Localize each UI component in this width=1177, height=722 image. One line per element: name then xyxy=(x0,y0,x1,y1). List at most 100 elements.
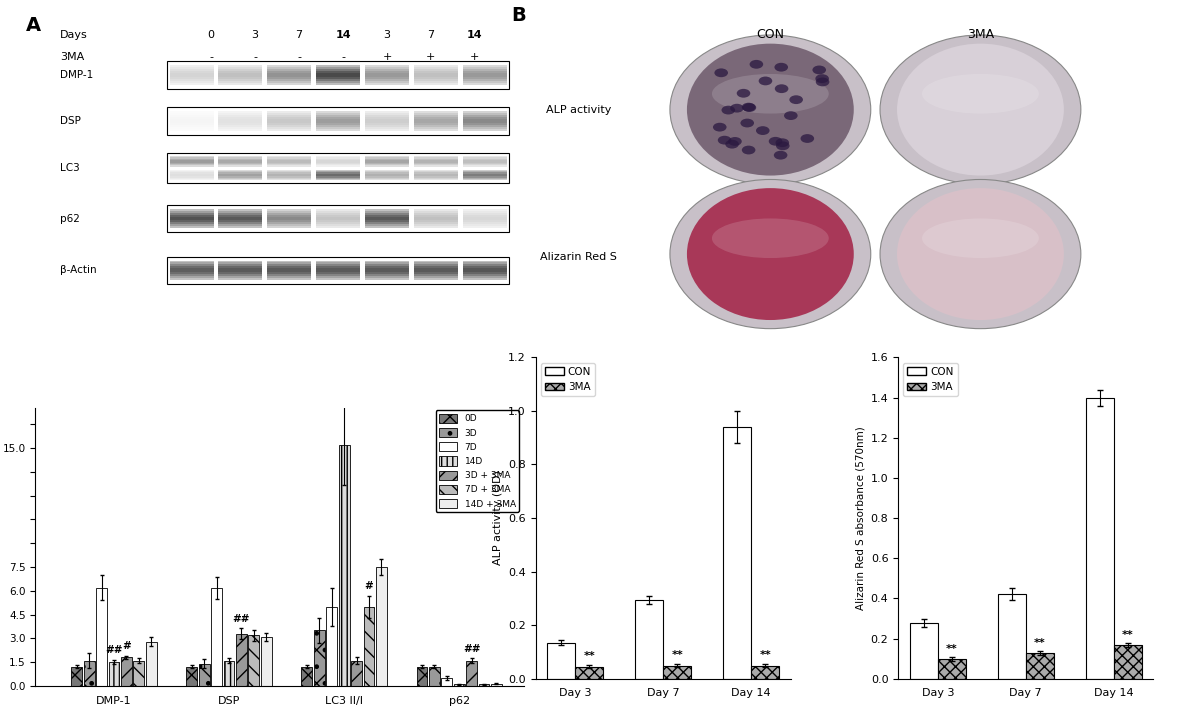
Bar xyxy=(219,263,262,264)
Bar xyxy=(454,684,465,686)
Bar xyxy=(169,125,213,127)
Bar xyxy=(365,161,408,162)
Bar xyxy=(219,157,262,159)
Bar xyxy=(317,277,360,278)
Text: B: B xyxy=(511,6,526,25)
Bar xyxy=(169,129,213,131)
Bar xyxy=(414,278,458,280)
Bar xyxy=(267,211,311,212)
Bar xyxy=(133,661,145,686)
Text: +: + xyxy=(383,52,392,62)
Bar xyxy=(414,67,458,69)
Bar xyxy=(267,121,311,123)
Bar xyxy=(97,588,107,686)
Bar xyxy=(463,277,506,278)
Bar xyxy=(463,113,506,115)
Bar xyxy=(365,274,408,277)
Bar xyxy=(365,179,408,180)
Ellipse shape xyxy=(687,43,853,175)
Bar xyxy=(441,678,452,686)
Bar xyxy=(317,161,360,162)
Bar xyxy=(547,643,576,679)
Bar xyxy=(576,666,604,679)
Text: **: ** xyxy=(671,651,683,661)
Bar xyxy=(365,77,408,79)
Bar xyxy=(219,212,262,214)
Bar xyxy=(317,264,360,266)
Bar xyxy=(463,83,506,85)
Bar xyxy=(414,170,458,171)
Text: p62: p62 xyxy=(60,214,80,224)
Bar xyxy=(317,115,360,117)
Bar xyxy=(414,159,458,160)
Bar xyxy=(219,129,262,131)
Bar xyxy=(463,161,506,162)
Bar xyxy=(169,81,213,83)
Bar xyxy=(267,272,311,274)
Bar xyxy=(365,73,408,75)
Bar xyxy=(219,123,262,125)
Bar xyxy=(211,588,222,686)
Bar xyxy=(365,173,408,174)
Legend: 0D, 3D, 7D, 14D, 3D + 3MA, 7D + 3MA, 14D + 3MA: 0D, 3D, 7D, 14D, 3D + 3MA, 7D + 3MA, 14D… xyxy=(435,410,519,512)
Bar xyxy=(267,156,311,157)
Bar xyxy=(365,79,408,81)
Bar xyxy=(317,178,360,179)
Bar xyxy=(169,127,213,129)
Bar xyxy=(72,667,82,686)
Ellipse shape xyxy=(725,140,739,149)
Bar xyxy=(167,61,510,89)
Bar xyxy=(219,69,262,71)
Bar xyxy=(267,170,311,171)
Bar xyxy=(365,111,408,113)
Ellipse shape xyxy=(773,151,787,160)
Bar xyxy=(414,75,458,77)
Ellipse shape xyxy=(742,103,756,111)
Ellipse shape xyxy=(897,188,1064,320)
Bar xyxy=(317,73,360,75)
Bar xyxy=(414,77,458,79)
Bar xyxy=(219,83,262,85)
Ellipse shape xyxy=(897,43,1064,175)
Bar xyxy=(414,211,458,212)
Bar xyxy=(317,164,360,165)
Bar xyxy=(219,165,262,167)
Bar xyxy=(219,214,262,217)
Bar xyxy=(267,214,311,217)
Bar xyxy=(169,271,213,272)
Bar xyxy=(169,211,213,212)
Ellipse shape xyxy=(670,35,871,184)
Bar xyxy=(365,263,408,264)
Bar xyxy=(169,269,213,271)
Bar xyxy=(219,219,262,220)
Bar xyxy=(414,225,458,227)
Bar xyxy=(267,278,311,280)
Ellipse shape xyxy=(812,66,826,74)
Bar xyxy=(414,264,458,266)
Text: -: - xyxy=(253,52,257,62)
Bar xyxy=(267,217,311,219)
Bar xyxy=(267,77,311,79)
Bar xyxy=(169,156,213,157)
Bar xyxy=(219,164,262,165)
Bar xyxy=(169,266,213,269)
Bar xyxy=(317,81,360,83)
Bar xyxy=(317,214,360,217)
Bar xyxy=(267,261,311,263)
Bar xyxy=(365,127,408,129)
Bar xyxy=(219,227,262,228)
Ellipse shape xyxy=(737,89,750,97)
Text: Alizarin Red S: Alizarin Red S xyxy=(540,252,617,262)
Bar xyxy=(219,264,262,266)
Bar xyxy=(169,278,213,280)
Bar xyxy=(414,65,458,67)
Bar xyxy=(267,165,311,167)
Bar xyxy=(219,266,262,269)
Y-axis label: Alizarin Red S absorbance (570nm): Alizarin Red S absorbance (570nm) xyxy=(856,426,865,610)
Bar xyxy=(463,164,506,165)
Ellipse shape xyxy=(714,69,729,77)
Bar xyxy=(169,220,213,222)
Ellipse shape xyxy=(759,77,772,85)
Bar xyxy=(267,266,311,269)
Bar xyxy=(417,667,427,686)
